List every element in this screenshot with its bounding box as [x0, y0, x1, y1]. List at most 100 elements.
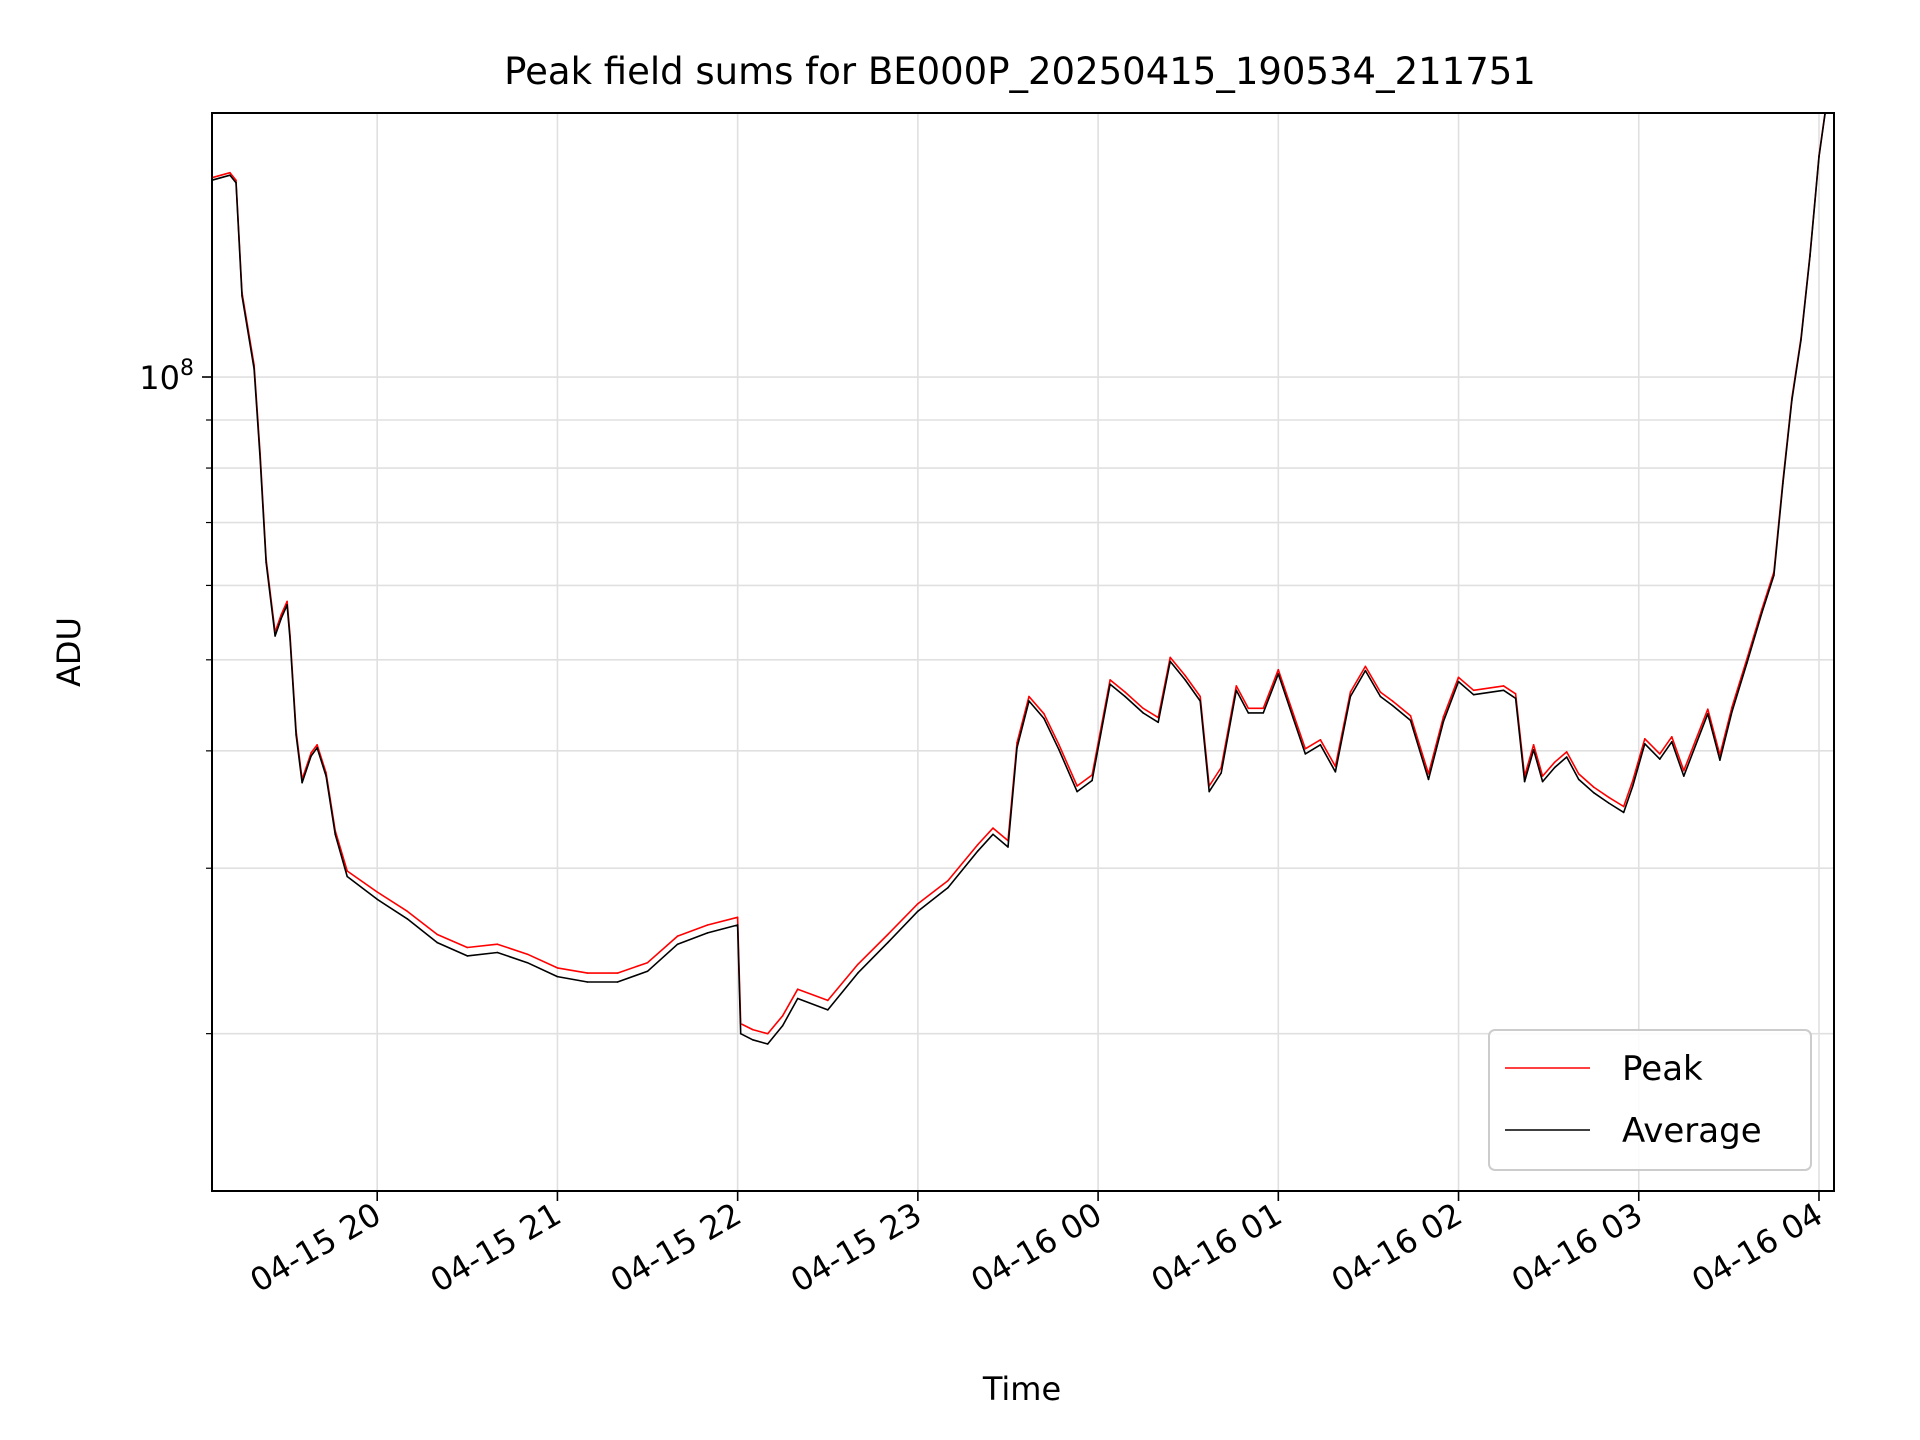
data-point-average: [1607, 802, 1610, 804]
data-point-peak: [1292, 713, 1295, 715]
data-point-average: [1109, 683, 1111, 685]
legend-label-average: Average: [1622, 1111, 1762, 1151]
data-point-average: [1457, 680, 1460, 683]
data-point-peak: [496, 943, 499, 945]
data-point-peak: [1632, 779, 1634, 782]
data-point-peak: [1442, 715, 1445, 718]
data-point-average: [1409, 719, 1412, 722]
data-point-peak: [1379, 691, 1382, 693]
data-point-average: [751, 1039, 754, 1041]
data-point-average: [253, 368, 255, 370]
data-point-average: [436, 941, 439, 944]
data-point-peak: [1427, 773, 1430, 775]
data-point-peak: [1472, 689, 1475, 692]
data-point-average: [796, 997, 799, 1000]
data-point-peak: [1262, 707, 1265, 710]
data-point-average: [1262, 712, 1265, 714]
data-point-average: [1007, 846, 1009, 848]
data-point-average: [827, 1009, 829, 1011]
data-point-peak: [1577, 773, 1580, 775]
data-point-average: [1472, 693, 1475, 696]
data-point-average: [1043, 717, 1045, 720]
data-point-average: [586, 981, 589, 983]
chart-title: Peak field sums for BE000P_20250415_1905…: [504, 50, 1536, 93]
data-point-peak: [1671, 736, 1673, 738]
data-point-average: [1719, 759, 1721, 761]
y-tick-label-base: 10: [139, 359, 180, 397]
data-point-average: [1532, 749, 1535, 751]
data-point-average: [1502, 689, 1505, 692]
data-point-peak: [1169, 656, 1171, 659]
data-point-average: [1442, 720, 1445, 723]
data-point-average: [646, 970, 649, 973]
data-point-peak: [1409, 714, 1412, 717]
data-point-peak: [646, 961, 649, 964]
data-point-average: [706, 932, 709, 934]
data-point-average: [1707, 713, 1709, 715]
data-point-average: [334, 833, 337, 836]
y-axis-label: ADU: [50, 617, 88, 687]
data-point-peak: [235, 179, 237, 181]
data-point-average: [1427, 778, 1430, 781]
data-point-peak: [1683, 769, 1685, 772]
data-point-peak: [346, 870, 349, 872]
data-point-peak: [316, 744, 318, 746]
data-point-peak: [1565, 751, 1568, 753]
data-point-average: [229, 174, 231, 176]
data-point-peak: [1695, 739, 1697, 741]
data-point-peak: [1592, 786, 1595, 788]
data-point-average: [556, 975, 559, 978]
data-point-average: [1800, 339, 1802, 341]
data-point-average: [1391, 704, 1394, 707]
data-point-average: [766, 1043, 769, 1045]
data-point-average: [466, 955, 469, 957]
data-point-average: [496, 951, 499, 954]
data-point-average: [977, 850, 979, 852]
data-point-peak: [1731, 706, 1733, 709]
data-point-peak: [526, 953, 529, 955]
data-point-peak: [1514, 693, 1517, 695]
data-point-average: [1659, 758, 1661, 760]
data-point-average: [220, 176, 222, 179]
y-axis: 108: [139, 356, 212, 1035]
data-point-peak: [1607, 796, 1610, 799]
data-point-average: [259, 457, 261, 459]
data-point-peak: [977, 843, 979, 846]
data-point-average: [1076, 790, 1078, 793]
data-point-average: [1541, 780, 1544, 783]
data-point-peak: [917, 902, 919, 905]
data-point-peak: [1277, 668, 1280, 671]
data-point-peak: [1124, 691, 1126, 693]
data-point-average: [857, 972, 859, 974]
data-point-average: [1731, 711, 1733, 713]
data-point-peak: [676, 935, 679, 937]
data-point-average: [1016, 747, 1018, 749]
data-point-peak: [1043, 713, 1045, 715]
data-point-average: [346, 875, 349, 878]
series-line-average: [211, 113, 1826, 1045]
data-point-average: [887, 941, 889, 944]
data-point-peak: [556, 967, 559, 969]
series-line-peak: [211, 112, 1826, 1035]
data-point-peak: [1076, 785, 1078, 787]
data-point-average: [739, 1032, 742, 1035]
data-point-peak: [1553, 761, 1556, 763]
data-point-average: [406, 918, 409, 920]
data-point-average: [286, 604, 288, 606]
data-point-peak: [751, 1028, 754, 1031]
y-tick-label: 108: [139, 356, 194, 397]
data-point-peak: [1644, 738, 1646, 740]
data-point-peak: [1304, 748, 1307, 750]
data-point-average: [1773, 574, 1775, 577]
legend-box: [1488, 1029, 1812, 1171]
data-point-average: [1782, 482, 1784, 485]
data-point-average: [1761, 612, 1763, 614]
data-point-average: [526, 961, 529, 964]
data-point-average: [616, 981, 619, 983]
data-point-average: [316, 747, 318, 749]
data-point-peak: [1622, 805, 1625, 808]
data-point-peak: [766, 1032, 769, 1035]
data-point-peak: [1659, 753, 1661, 755]
data-point-peak: [827, 999, 829, 1002]
